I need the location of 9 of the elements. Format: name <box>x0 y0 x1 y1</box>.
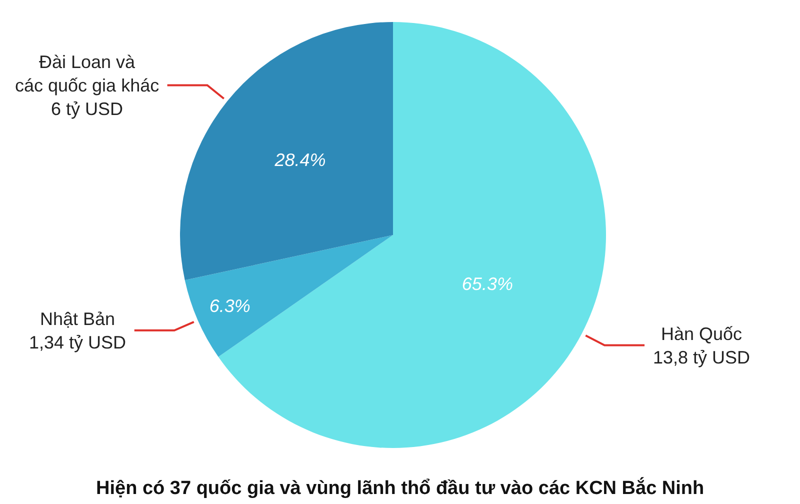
slice-label: Đài Loan và các quốc gia khác 6 tỷ USD <box>15 52 160 119</box>
data-label: 65.3% <box>462 274 513 294</box>
text: Hiện có 37 quốc gia và vùng lãnh thổ đầu tư vào các KCN Bắc Ninh <box>96 477 704 499</box>
slice-label: Hàn Quốc 13,8 tỷ USD <box>653 324 750 368</box>
pie-slice <box>184 235 393 357</box>
data-label: 6.3% <box>209 296 250 316</box>
data-label: 28.4% <box>274 150 326 170</box>
slice-label: Nhật Bản 1,34 tỷ USD <box>29 309 126 352</box>
pie-slice <box>180 22 393 280</box>
